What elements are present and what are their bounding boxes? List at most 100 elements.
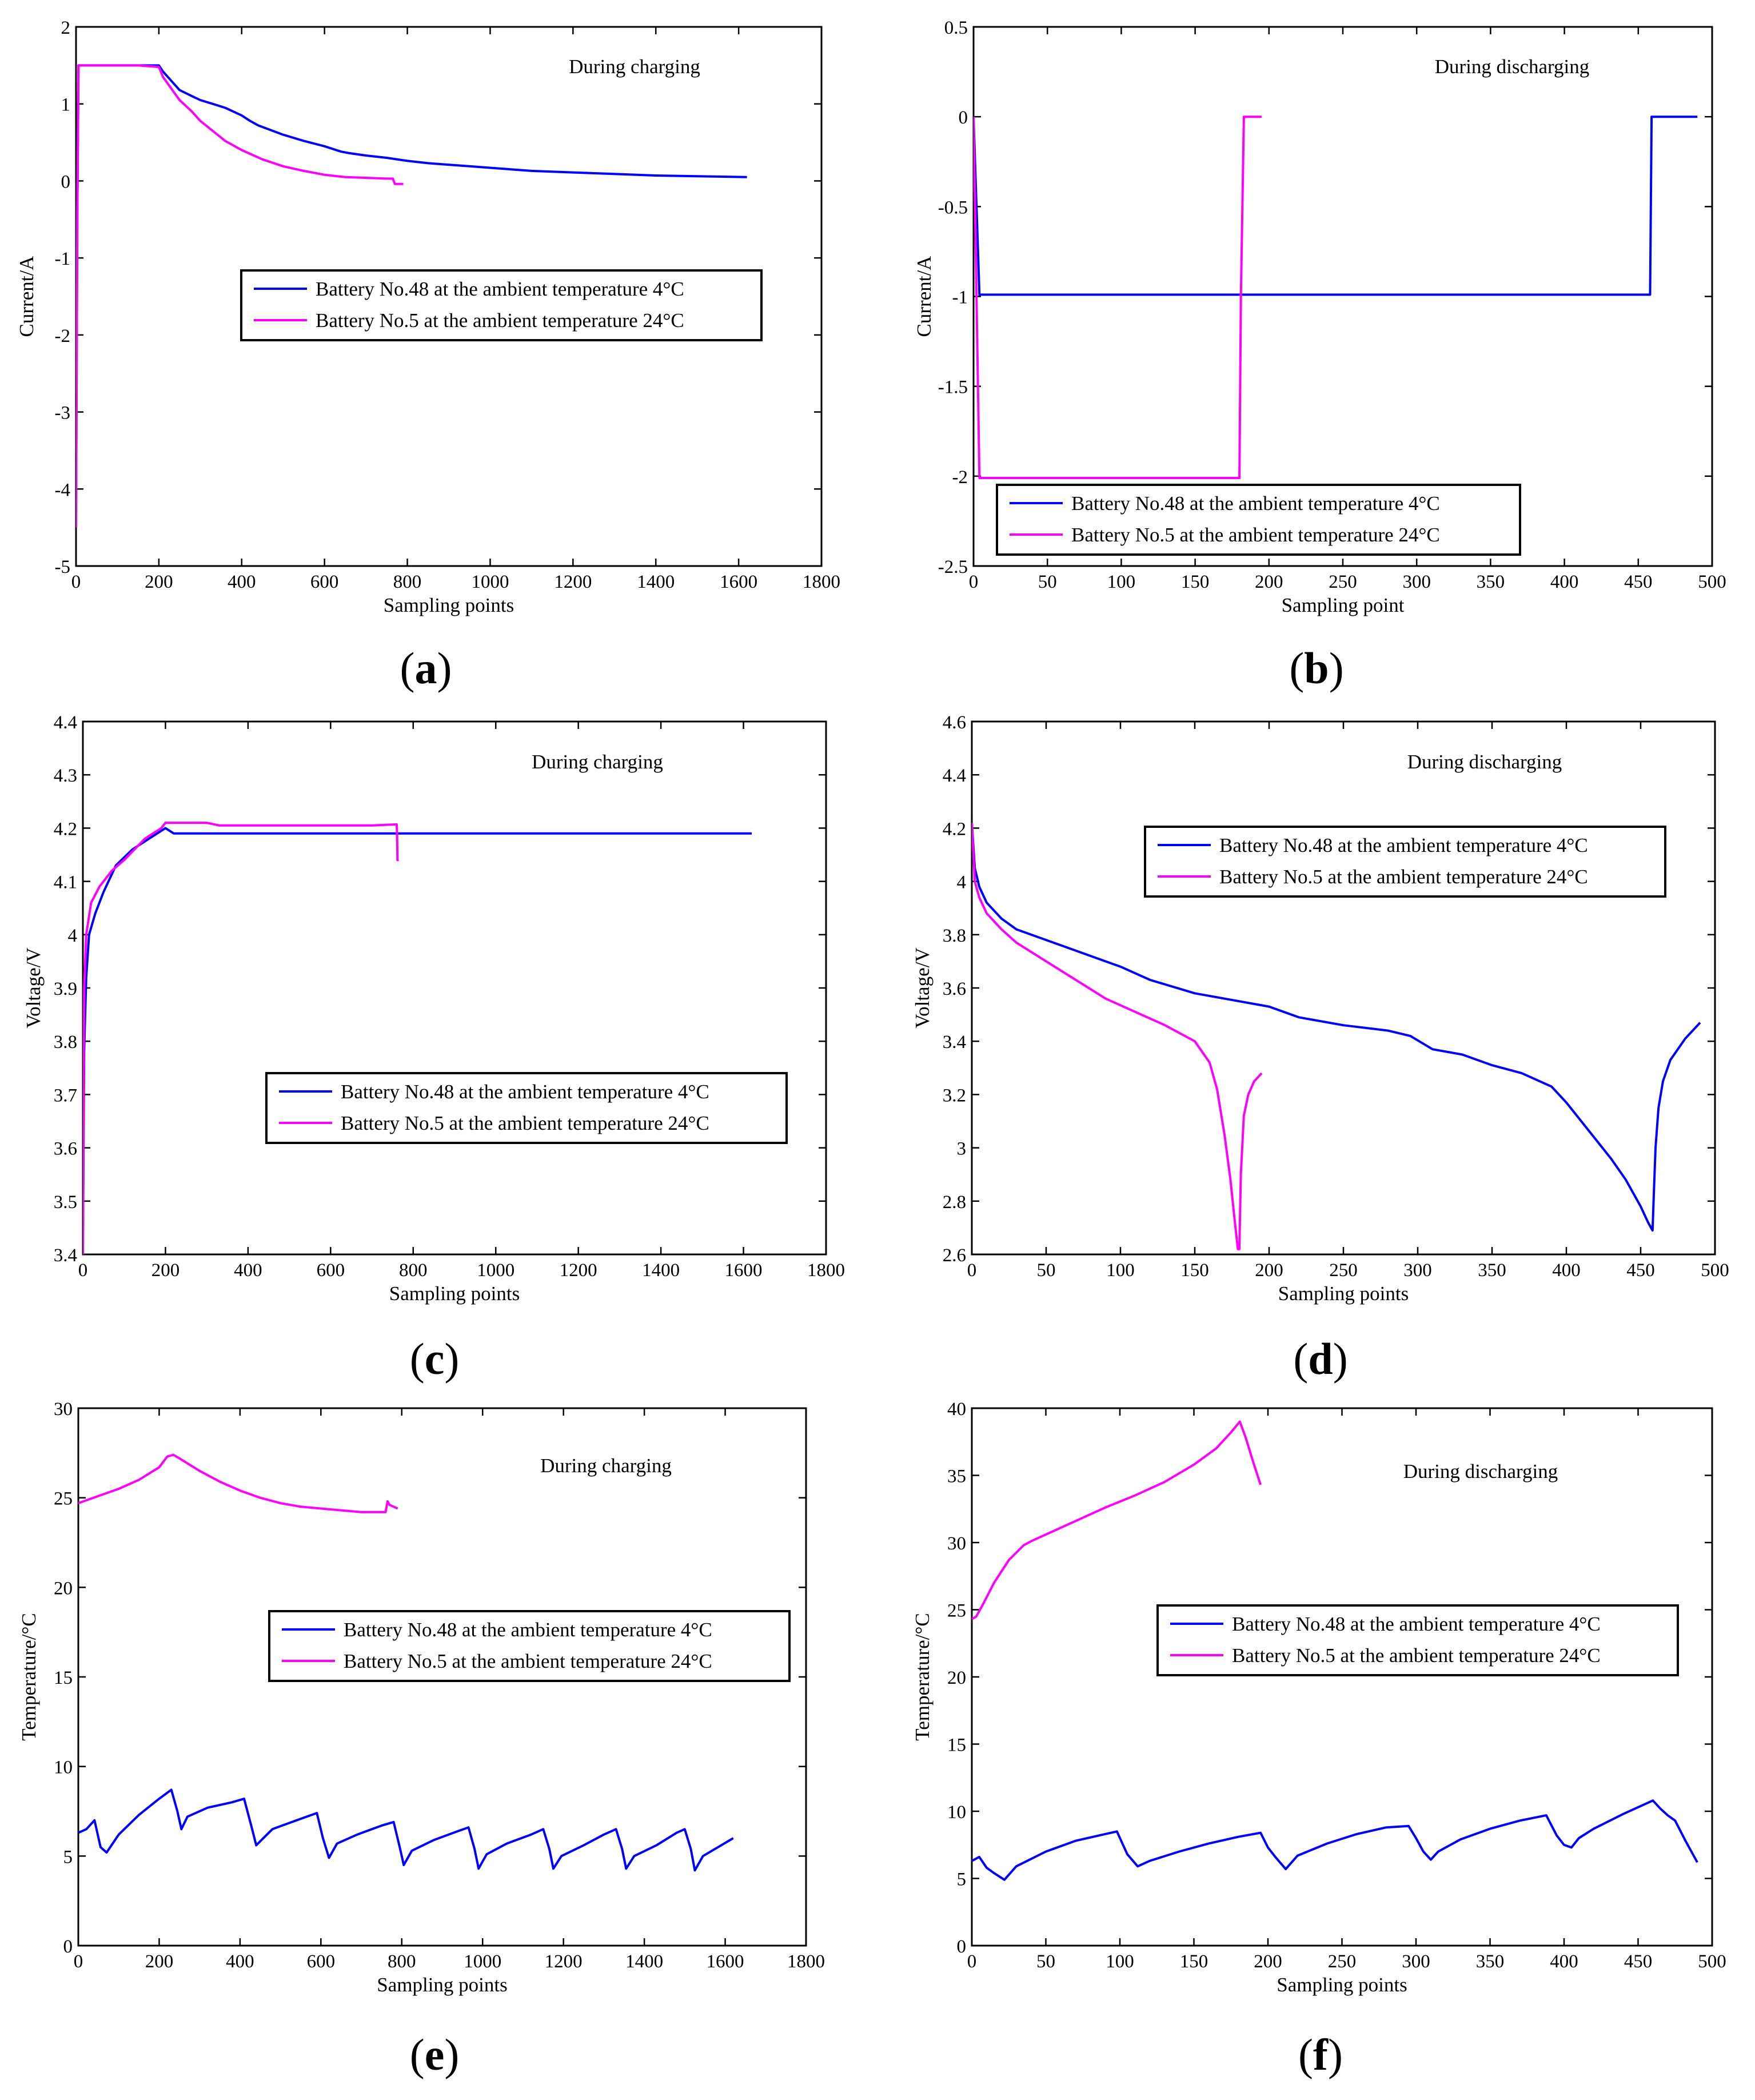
x-tick-label: 1200: [560, 1260, 597, 1281]
legend-box: [265, 1072, 788, 1144]
x-tick-label: 1400: [637, 572, 675, 592]
y-tick-label: -1: [952, 288, 968, 308]
series-line-battery-48: [78, 1788, 734, 1872]
x-tick-label: 1800: [807, 1260, 845, 1281]
x-tick-label: 200: [145, 572, 173, 592]
x-tick-label: 250: [1329, 572, 1357, 592]
y-axis-label: Temperature/°C: [18, 1613, 40, 1740]
y-tick-label: 4.4: [943, 766, 966, 786]
y-tick-label: 3.8: [943, 926, 966, 946]
legend: Battery No.48 at the ambient temperature…: [265, 1072, 788, 1144]
y-tick-label: 3.2: [943, 1085, 966, 1106]
x-tick-label: 400: [228, 572, 256, 592]
y-tick-label: 3.4: [54, 1245, 77, 1266]
x-tick-label: 450: [1626, 1260, 1655, 1281]
y-tick-label: 4.4: [54, 712, 77, 733]
plot-area: [82, 720, 827, 1256]
x-tick-label: 600: [310, 572, 339, 592]
x-tick-label: 1800: [803, 572, 840, 592]
x-tick-label: 50: [1036, 1951, 1055, 1972]
legend: Battery No.48 at the ambient temperature…: [240, 269, 763, 341]
y-axis-label: Voltage/V: [22, 947, 45, 1028]
panel-label: (a): [400, 643, 452, 693]
legend-entry-battery-48: Battery No.48 at the ambient temperature…: [344, 1619, 712, 1641]
y-axis-label: Temperature/°C: [911, 1613, 934, 1740]
y-tick-label: -1: [55, 249, 71, 269]
legend-box: [268, 1610, 791, 1682]
legend: Battery No.48 at the ambient temperature…: [996, 484, 1521, 556]
y-tick-label: 3.5: [54, 1192, 77, 1213]
legend-box: [1156, 1604, 1679, 1676]
x-tick-label: 300: [1402, 1951, 1430, 1972]
legend-box: [240, 269, 763, 341]
y-tick-label: -4: [55, 480, 71, 500]
y-tick-label: 2: [61, 18, 71, 38]
legend: Battery No.48 at the ambient temperature…: [1144, 826, 1666, 898]
panel-d: 0 50 100 150 200 250 300 350 400 450 500 2.6 2.8 3 3.2…: [911, 712, 1729, 1384]
y-tick-label: -3: [55, 403, 71, 424]
x-tick-label: 1600: [725, 1260, 763, 1281]
x-tick-label: 800: [399, 1260, 428, 1281]
x-tick-label: 100: [1107, 572, 1136, 592]
y-tick-label: 30: [54, 1399, 73, 1420]
y-tick-label: 4.3: [54, 766, 77, 786]
series-line-battery-5: [972, 822, 1263, 1250]
x-tick-label: 150: [1181, 572, 1210, 592]
panel-b: 0 50 100 150 200 250 300 350 400 450 500 -2.5 -2 -1.5…: [913, 18, 1726, 693]
panel-c: 0 200 400 600 800 1000 1200 1400 1600 1800 3.4 3.5 3…: [22, 712, 845, 1384]
y-tick-label: 10: [947, 1802, 966, 1823]
y-tick-label: 15: [947, 1735, 966, 1756]
x-tick-label: 250: [1329, 1260, 1358, 1281]
y-tick-label: 4.2: [943, 819, 966, 839]
plot-area: [971, 720, 1716, 1256]
x-tick-label: 1600: [720, 572, 757, 592]
legend-entry-battery-5: Battery No.5 at the ambient temperature …: [341, 1112, 709, 1134]
x-tick-label: 300: [1403, 1260, 1432, 1281]
x-tick-label: 1200: [554, 572, 592, 592]
plot-area: [971, 1407, 1713, 1947]
y-tick-label: -2: [55, 326, 71, 346]
x-axis-label: Sampling points: [1277, 1974, 1407, 1996]
x-tick-label: 1000: [477, 1260, 514, 1281]
x-axis-label: Sampling points: [377, 1974, 508, 1996]
x-tick-label: 100: [1106, 1951, 1134, 1972]
y-tick-label: 3: [957, 1139, 967, 1159]
x-axis-label: Sampling points: [1278, 1282, 1409, 1305]
y-tick-label: 5: [957, 1870, 967, 1890]
x-tick-label: 400: [1550, 572, 1579, 592]
y-tick-label: 0: [959, 107, 968, 128]
y-tick-label: 20: [947, 1668, 966, 1688]
y-axis-label: Current/A: [15, 256, 38, 337]
x-tick-label: 200: [145, 1951, 174, 1972]
x-tick-label: 500: [1698, 1951, 1726, 1972]
legend-entry-battery-48: Battery No.48 at the ambient temperature…: [316, 278, 684, 300]
annotation-text: During charging: [532, 751, 663, 773]
series-line-battery-48: [972, 822, 1701, 1232]
legend-entry-battery-48: Battery No.48 at the ambient temperature…: [1071, 492, 1440, 515]
x-tick-label: 400: [234, 1260, 262, 1281]
x-tick-label: 0: [969, 572, 979, 592]
x-tick-label: 500: [1701, 1260, 1729, 1281]
panel-label: (d): [1293, 1334, 1347, 1384]
legend-entry-battery-5: Battery No.5 at the ambient temperature …: [316, 309, 684, 332]
x-tick-label: 1400: [642, 1260, 680, 1281]
x-tick-label: 0: [71, 572, 81, 592]
y-axis-label: Current/A: [913, 256, 935, 337]
y-tick-label: 15: [54, 1668, 73, 1688]
y-tick-label: 25: [54, 1489, 73, 1509]
x-tick-label: 200: [151, 1260, 180, 1281]
legend-entry-battery-48: Battery No.48 at the ambient temperature…: [341, 1081, 709, 1103]
series-line-battery-5: [83, 822, 399, 1254]
y-tick-label: 3.9: [54, 979, 77, 999]
x-tick-label: 150: [1180, 1951, 1208, 1972]
series-line-battery-5: [972, 1420, 1262, 1620]
plot-area: [972, 26, 1713, 567]
y-tick-label: 4: [957, 872, 967, 893]
y-tick-label: 0: [63, 1936, 73, 1957]
legend-box: [1144, 826, 1666, 898]
x-tick-label: 400: [1552, 1260, 1581, 1281]
y-tick-label: 2.8: [943, 1192, 966, 1213]
y-tick-label: 4.1: [54, 872, 77, 893]
x-tick-label: 400: [1550, 1951, 1578, 1972]
